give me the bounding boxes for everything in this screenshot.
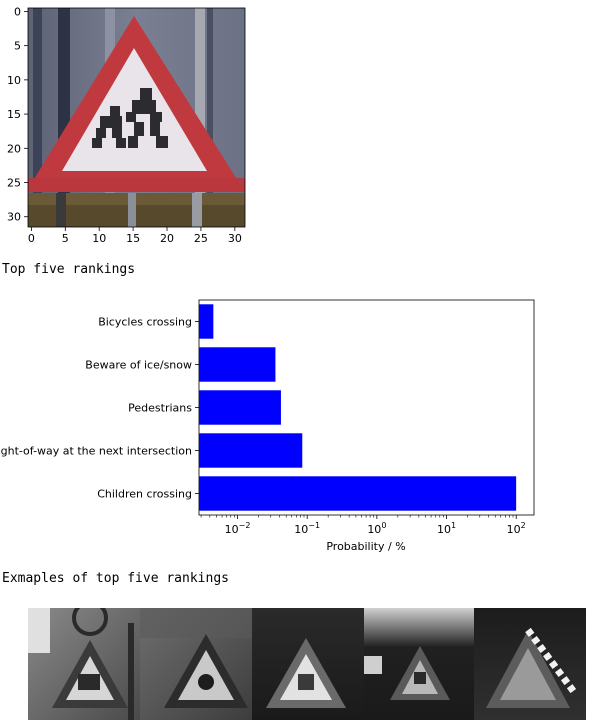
bar	[199, 347, 276, 382]
image-x-tick-label: 0	[28, 232, 35, 245]
image-x-tick-label: 20	[160, 232, 174, 245]
image-frame	[27, 7, 246, 228]
category-label: Right-of-way at the next intersection	[0, 445, 192, 458]
category-label: Bicycles crossing	[98, 316, 192, 329]
example-thumbnail-5	[474, 608, 586, 720]
sign-image-plot: 0 5 10 15 20 25 30 0 5 10 15 20 25 30	[7, 5, 246, 245]
category-label: Children crossing	[97, 488, 192, 501]
examples-strip	[28, 608, 586, 720]
examples-heading: Exmaples of top five rankings	[2, 571, 229, 586]
x-tick-label: 100	[367, 521, 386, 536]
image-axis-ticks: 0 5 10 15 20 25 30 0 5 10 15 20 25 30	[7, 5, 242, 245]
image-y-tick-label: 10	[7, 74, 21, 87]
example-thumbnail-3	[252, 608, 364, 720]
image-x-tick-label: 15	[126, 232, 140, 245]
image-x-tick-label: 10	[92, 232, 106, 245]
x-axis-label: Probability / %	[326, 540, 405, 553]
image-y-tick-label: 15	[7, 108, 21, 121]
bar	[199, 476, 517, 511]
image-y-tick-label: 5	[14, 40, 21, 53]
x-tick-label: 10−1	[294, 521, 320, 536]
image-y-tick-label: 25	[7, 177, 21, 190]
bar	[199, 390, 281, 425]
example-thumbnail-2	[140, 608, 252, 720]
bar	[199, 304, 214, 339]
category-label: Pedestrians	[128, 402, 192, 415]
category-label: Beware of ice/snow	[85, 359, 192, 372]
image-x-tick-label: 25	[194, 232, 208, 245]
probability-bar-chart: Children crossing Right-of-way at the nex…	[0, 299, 535, 553]
rankings-heading: Top five rankings	[2, 262, 136, 277]
image-y-tick-label: 30	[7, 211, 21, 224]
image-y-tick-label: 20	[7, 142, 21, 155]
example-thumbnail-1	[28, 608, 140, 720]
traffic-sign-photo	[28, 8, 245, 227]
image-x-tick-label: 30	[228, 232, 242, 245]
bar	[199, 433, 303, 468]
example-thumbnail-4	[364, 608, 474, 720]
x-tick-label: 102	[507, 521, 526, 536]
image-y-tick-label: 0	[14, 5, 21, 18]
image-x-tick-label: 5	[62, 232, 69, 245]
x-tick-label: 101	[437, 521, 456, 536]
x-tick-label: 10−2	[225, 521, 251, 536]
